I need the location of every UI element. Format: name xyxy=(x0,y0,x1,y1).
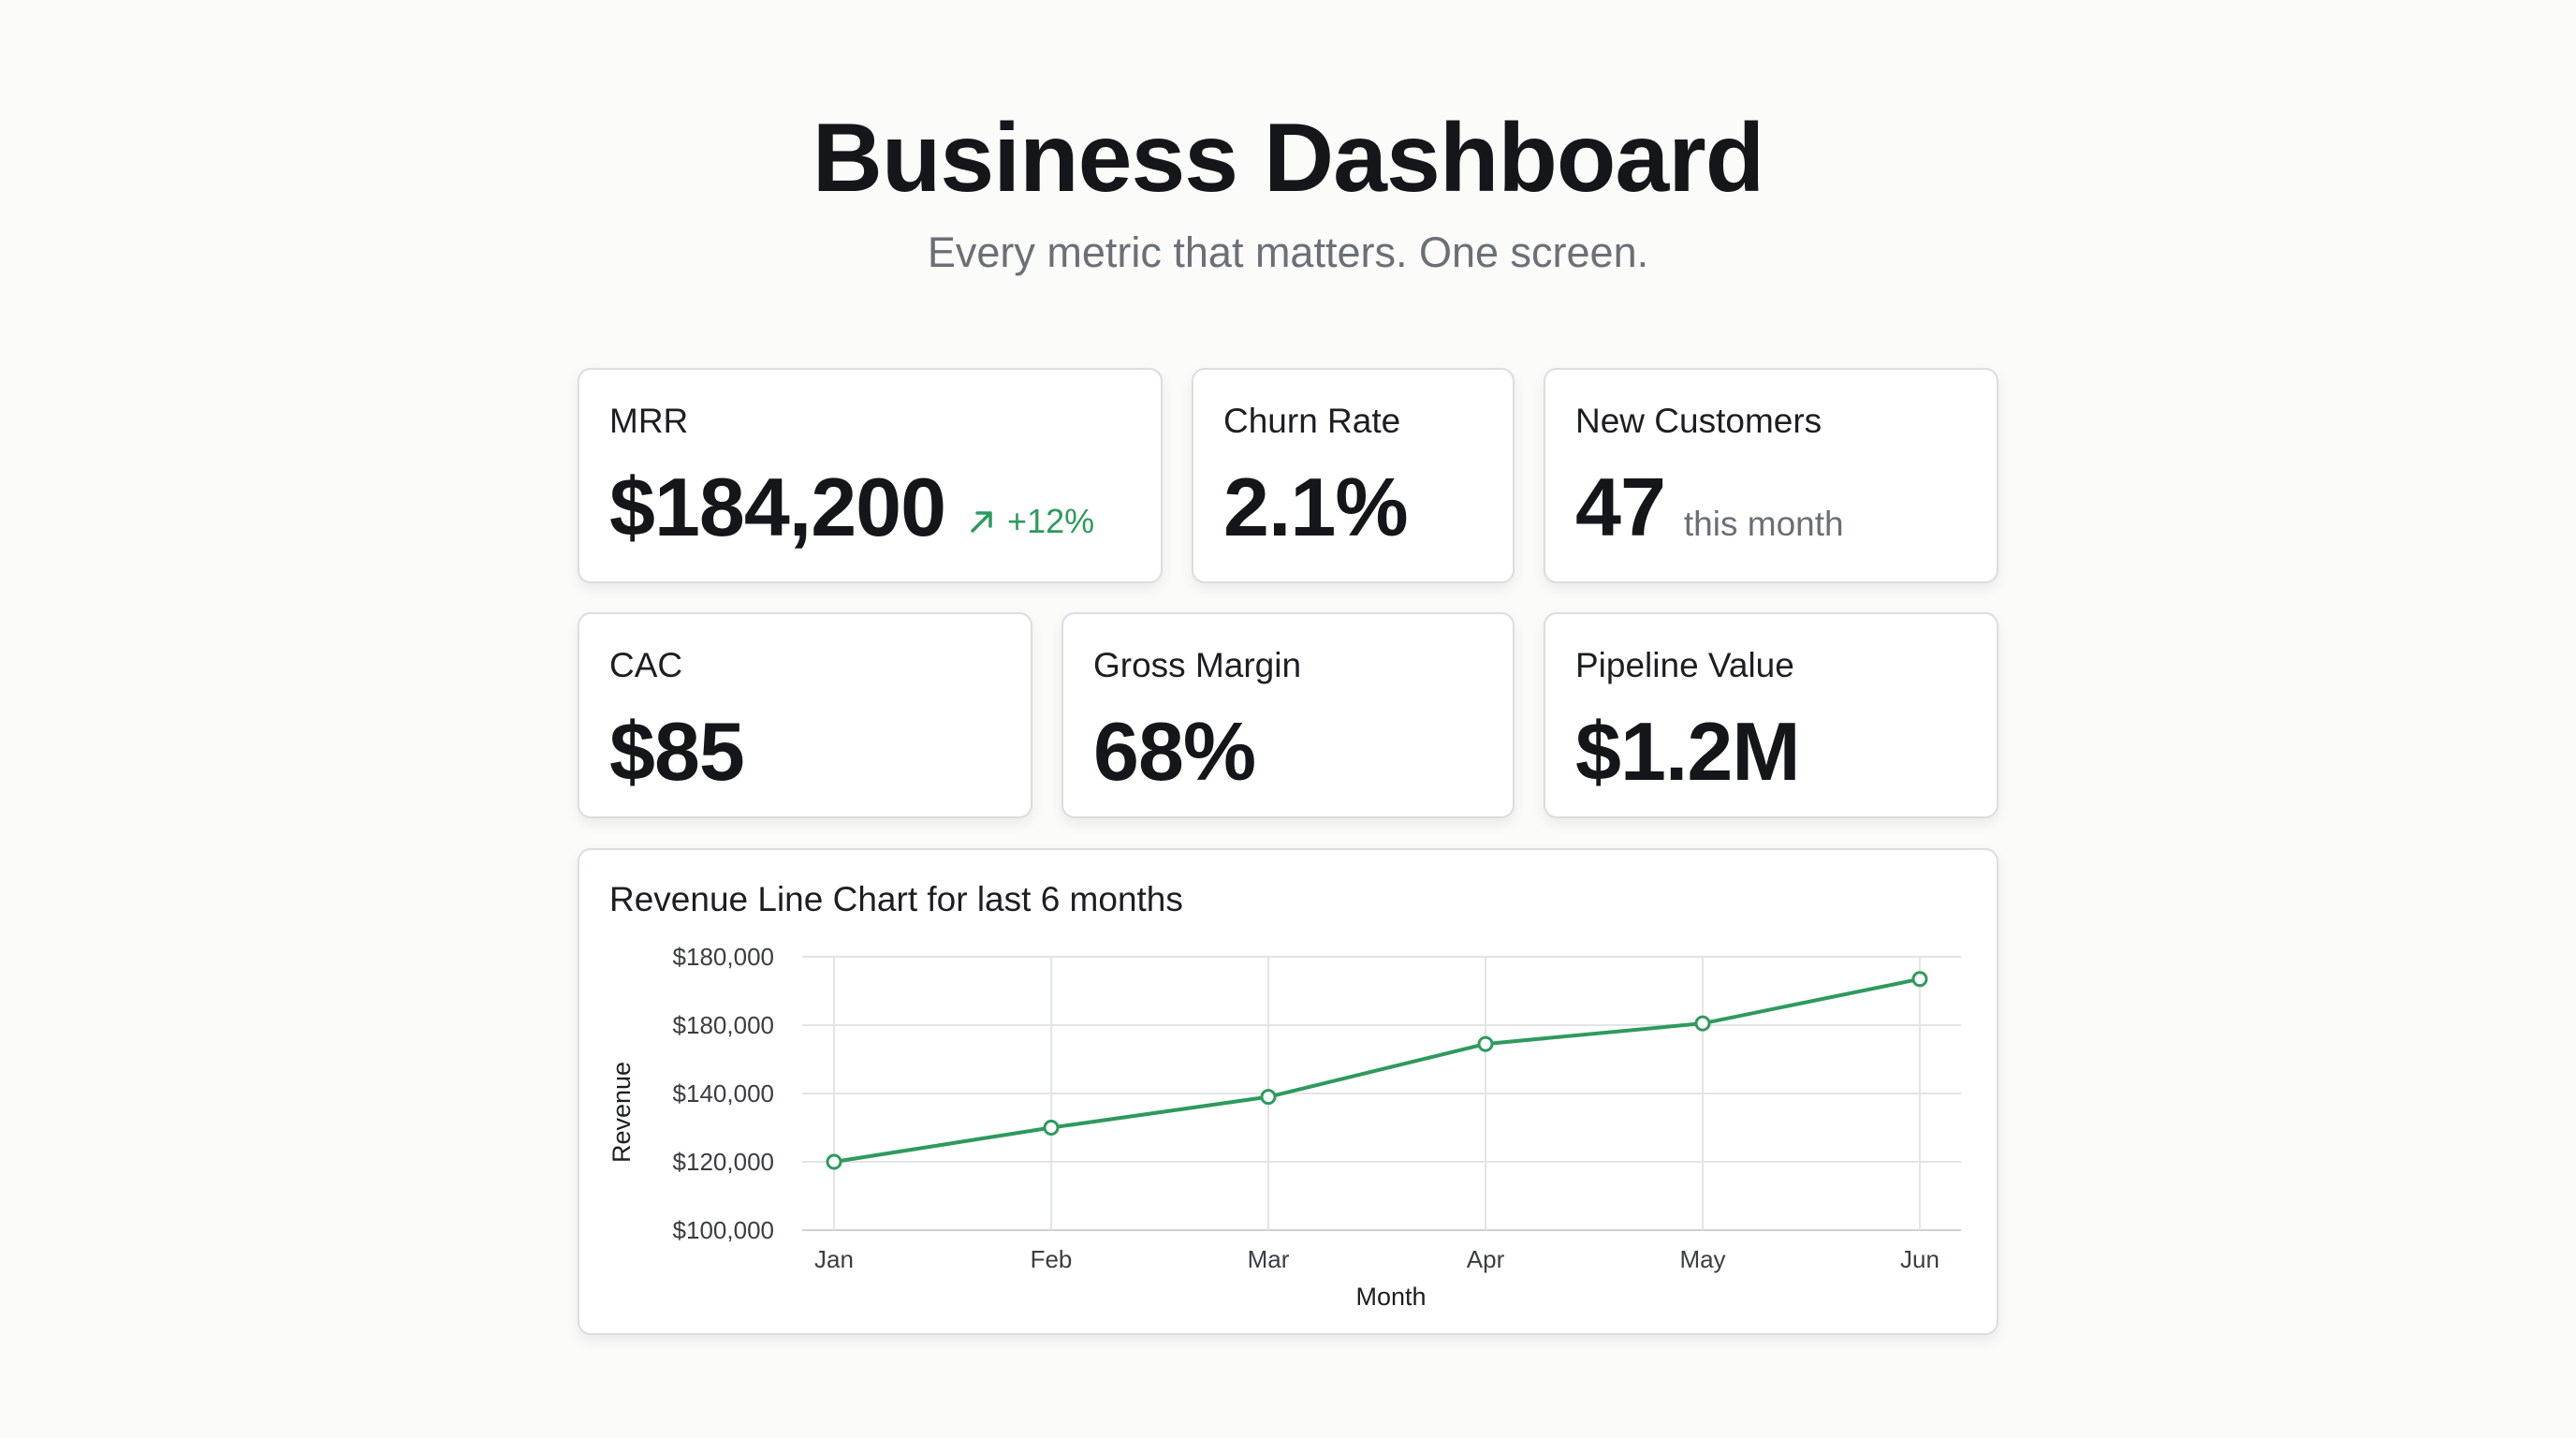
x-tick-label: Jun xyxy=(1900,1245,1939,1273)
x-tick-label: Mar xyxy=(1248,1245,1290,1273)
page-title: Business Dashboard xyxy=(812,104,1765,213)
kpi-card-cac: CAC $85 xyxy=(578,612,1032,818)
kpi-label: Churn Rate xyxy=(1223,402,1401,440)
revenue-line-chart: $100,000 $120,000 $140,000 $180,000 $180,000… xyxy=(607,943,1961,1311)
x-tick-label: May xyxy=(1679,1245,1725,1273)
trend-badge: +12% xyxy=(968,502,1094,541)
kpi-label: New Customers xyxy=(1575,402,1822,440)
y-tick-label: $100,000 xyxy=(673,1216,774,1244)
kpi-card-mrr: MRR $184,200 +12% xyxy=(578,368,1163,583)
revenue-data-point xyxy=(1911,971,1928,988)
x-tick-label: Jan xyxy=(814,1245,854,1273)
trend-value: +12% xyxy=(1007,502,1095,540)
kpi-value: 2.1% xyxy=(1223,461,1409,553)
y-tick-label: $180,000 xyxy=(673,943,774,971)
kpi-card-pipeline-value: Pipeline Value $1.2M xyxy=(1544,612,1998,818)
kpi-label: MRR xyxy=(609,402,689,440)
revenue-data-point xyxy=(1694,1015,1711,1032)
revenue-data-point xyxy=(826,1153,842,1170)
kpi-value: $85 xyxy=(609,705,745,798)
kpi-value: $1.2M xyxy=(1575,705,1801,798)
revenue-data-point xyxy=(1260,1089,1277,1106)
kpi-value: 68% xyxy=(1093,705,1256,798)
y-tick-label: $120,000 xyxy=(673,1148,774,1176)
page-subtitle: Every metric that matters. One screen. xyxy=(927,228,1649,276)
x-tick-label: Apr xyxy=(1467,1245,1505,1273)
kpi-note: this month xyxy=(1683,505,1844,543)
revenue-chart-card: Revenue Line Chart for last 6 months $10… xyxy=(578,848,1998,1335)
kpi-label: CAC xyxy=(609,646,683,684)
y-tick-label: $140,000 xyxy=(673,1079,774,1108)
x-tick-label: Feb xyxy=(1031,1245,1073,1273)
kpi-value: $184,200 xyxy=(609,461,946,553)
x-axis-label: Month xyxy=(1355,1283,1426,1311)
kpi-card-gross-margin: Gross Margin 68% xyxy=(1061,612,1515,818)
arrow-up-right-icon xyxy=(971,511,992,533)
revenue-series-line xyxy=(832,976,1922,1164)
kpi-card-churn-rate: Churn Rate 2.1% xyxy=(1192,368,1515,583)
revenue-data-point xyxy=(1043,1120,1060,1136)
y-tick-label: $180,000 xyxy=(673,1011,774,1039)
kpi-card-new-customers: New Customers 47 this month xyxy=(1544,368,1998,583)
kpi-label: Pipeline Value xyxy=(1575,646,1794,684)
kpi-value: 47 xyxy=(1575,461,1666,553)
kpi-label: Gross Margin xyxy=(1093,646,1302,684)
chart-title: Revenue Line Chart for last 6 months xyxy=(609,880,1183,918)
revenue-data-point xyxy=(1477,1035,1494,1052)
y-axis-label: Revenue xyxy=(607,1062,636,1163)
